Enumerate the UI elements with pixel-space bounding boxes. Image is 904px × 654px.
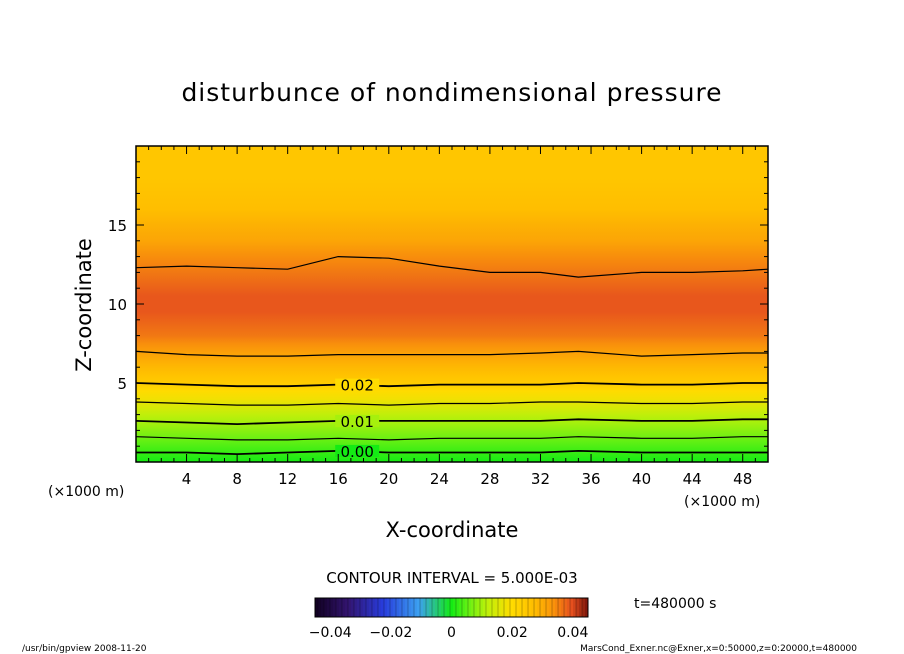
- y-tick-label-0: 5: [117, 375, 127, 393]
- x-tick-label-11: 48: [733, 470, 752, 488]
- x-tick-label-9: 40: [632, 470, 651, 488]
- colorbar-ticks: −0.04 −0.02 0 0.02 0.04: [309, 625, 589, 641]
- x-tick-label-7: 32: [531, 470, 550, 488]
- x-tick-label-10: 44: [683, 470, 702, 488]
- x-tick-label-2: 12: [278, 470, 297, 488]
- contour-label-bg-2: [335, 444, 380, 457]
- colorbar-tick-label-1: −0.02: [369, 625, 412, 641]
- contour-interval-label: CONTOUR INTERVAL = 5.000E-03: [326, 569, 577, 587]
- contour-line-5: [136, 436, 768, 441]
- contour-label-0: 0.02: [340, 377, 373, 395]
- x-tick-label-3: 16: [329, 470, 348, 488]
- y-axis-label: Z-coordinate: [72, 238, 96, 372]
- colorbar: [315, 598, 589, 617]
- x-tick-label-0: 4: [182, 470, 192, 488]
- contour-labels: 0.02 0.01 0.00: [335, 377, 380, 461]
- contour-label-bg-0: [335, 378, 380, 391]
- x-tick-label-4: 20: [379, 470, 398, 488]
- contour-line-2: [136, 382, 768, 388]
- x-tick-label-5: 24: [430, 470, 449, 488]
- colorbar-tick-label-4: 0.04: [557, 625, 588, 641]
- footer-left: /usr/bin/gpview 2008-11-20: [22, 644, 147, 654]
- x-tick-label-6: 28: [480, 470, 499, 488]
- contour-line-3: [136, 401, 768, 406]
- contour-label-1: 0.01: [340, 413, 373, 431]
- y-tick-label-1: 10: [108, 296, 127, 314]
- colorbar-tick-label-3: 0.02: [497, 625, 528, 641]
- contour-line-4: [136, 418, 768, 426]
- y-tick-label-2: 15: [108, 217, 127, 235]
- contour-line-6: [136, 449, 768, 456]
- colorbar-frame: [314, 597, 589, 618]
- footer-right: MarsCond_Exner.nc@Exner,x=0:50000,z=0:20…: [580, 644, 857, 654]
- time-label: t=480000 s: [634, 596, 716, 612]
- contour-label-bg-1: [335, 414, 380, 427]
- x-tick-label-8: 36: [581, 470, 600, 488]
- contour-line-0: [136, 255, 768, 278]
- plot-field: [136, 146, 768, 462]
- colorbar-tick-label-2: 0: [447, 625, 456, 641]
- x-axis-unit-left: (×1000 m): [48, 484, 124, 500]
- x-tick-label-1: 8: [232, 470, 242, 488]
- x-axis-unit-right: (×1000 m): [684, 494, 760, 510]
- contour-line-1: [136, 350, 768, 357]
- contour-lines: [136, 255, 768, 456]
- x-axis-label: X-coordinate: [386, 518, 519, 542]
- contour-label-2: 0.00: [340, 443, 373, 461]
- colorbar-tick-label-0: −0.04: [309, 625, 352, 641]
- chart-title: disturbunce of nondimensional pressure: [181, 78, 722, 107]
